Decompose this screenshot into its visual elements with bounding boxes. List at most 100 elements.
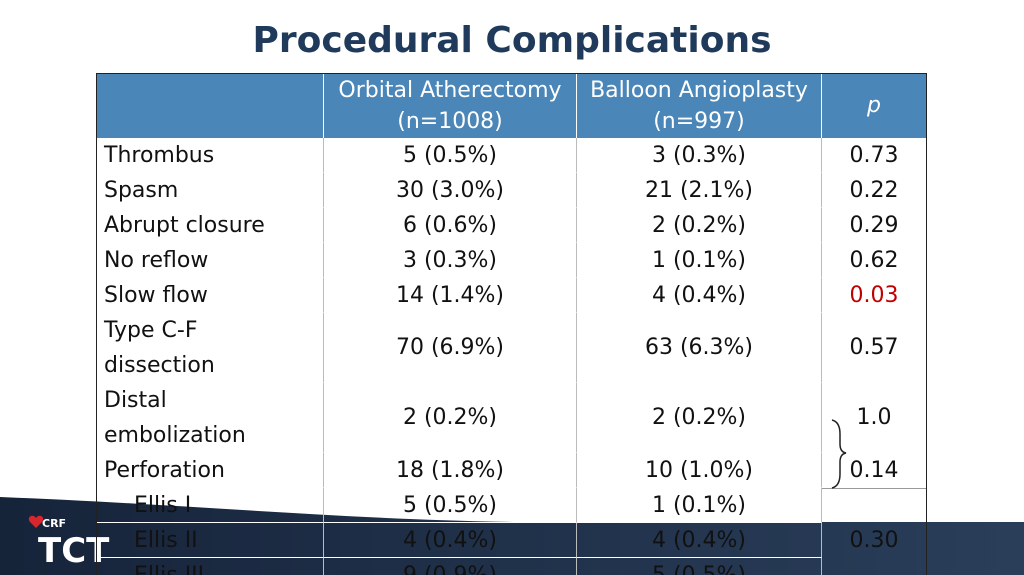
value-cell: 14 (1.4%) <box>324 278 577 313</box>
value-cell: 4 (0.4%) <box>577 523 822 558</box>
value-cell: 2 (0.2%) <box>577 208 822 243</box>
value-cell: 3 (0.3%) <box>577 138 822 173</box>
p-value: 0.73 <box>822 138 927 173</box>
value-cell: 1 (0.1%) <box>577 243 822 278</box>
cell-text: 4 (0.4%) <box>651 282 747 308</box>
value-cell: 1 (0.1%) <box>577 488 822 523</box>
cell-text: Type C-F <box>104 317 198 343</box>
cell-text: dissection <box>104 352 215 378</box>
cell-text: 9 (0.9%) <box>402 562 498 575</box>
cell-text: Abrupt closure <box>104 212 265 238</box>
logo-crf: CRF <box>42 517 66 530</box>
p-value: 0.29 <box>822 208 927 243</box>
value-cell: 63 (6.3%) <box>577 313 822 383</box>
cell-text: 70 (6.9%) <box>395 335 505 360</box>
value-cell: 3 (0.3%) <box>324 243 577 278</box>
cell-text: Slow flow <box>104 282 208 308</box>
logo-tct: TCT <box>38 531 110 571</box>
value-cell: 4 (0.4%) <box>577 278 822 313</box>
header-cell: p <box>822 73 927 138</box>
p-value: 0.03 <box>822 278 927 313</box>
cell-text: 0.73 <box>849 142 899 168</box>
cell-text: 0.22 <box>849 177 899 203</box>
cell-text: 21 (2.1%) <box>644 177 754 203</box>
row-label: Distal embolization <box>96 383 324 453</box>
p-value: 1.0 <box>822 383 927 453</box>
cell-text: 63 (6.3%) <box>644 335 754 360</box>
cell-text: Ellis II <box>134 527 198 553</box>
cell-text: (n=1008) <box>397 108 503 134</box>
value-cell: 2 (0.2%) <box>324 383 577 453</box>
cell-text: Ellis I <box>134 492 192 518</box>
value-cell: 2 (0.2%) <box>577 383 822 453</box>
p-value: 0.14 <box>822 453 927 488</box>
cell-text: 0.14 <box>849 457 899 483</box>
row-label: Spasm <box>96 173 324 208</box>
cell-text: p <box>867 93 881 118</box>
cell-text: 1 (0.1%) <box>651 492 747 518</box>
cell-text: 0.30 <box>849 528 899 553</box>
cell-text: No reflow <box>104 247 209 273</box>
cell-text: 0.03 <box>849 282 899 308</box>
cell-text: 14 (1.4%) <box>395 282 505 308</box>
cell-text: 4 (0.4%) <box>402 527 498 553</box>
cell-text: 2 (0.2%) <box>651 212 747 238</box>
value-cell: 5 (0.5%) <box>324 488 577 523</box>
value-cell: 30 (3.0%) <box>324 173 577 208</box>
value-cell: 9 (0.9%) <box>324 558 577 575</box>
cell-text: Thrombus <box>104 142 215 168</box>
row-label: Ellis II <box>96 523 324 558</box>
cell-text: Perforation <box>104 457 225 483</box>
cell-text: 0.62 <box>849 247 899 273</box>
row-label: Ellis III <box>96 558 324 575</box>
cell-text: Distal <box>104 387 167 413</box>
row-label: No reflow <box>96 243 324 278</box>
value-cell: 18 (1.8%) <box>324 453 577 488</box>
p-value: 0.30 <box>822 488 927 575</box>
cell-text: Spasm <box>104 177 179 203</box>
p-value: 0.62 <box>822 243 927 278</box>
row-label: Thrombus <box>96 138 324 173</box>
cell-text: 2 (0.2%) <box>402 405 498 430</box>
cell-text: 6 (0.6%) <box>402 212 498 238</box>
value-cell: 21 (2.1%) <box>577 173 822 208</box>
cell-text: 2 (0.2%) <box>651 405 747 430</box>
cell-text: (n=997) <box>653 108 745 134</box>
slide-title: Procedural Complications <box>252 20 772 61</box>
cell-text: 5 (0.5%) <box>402 142 498 168</box>
value-cell: 5 (0.5%) <box>324 138 577 173</box>
cell-text: 18 (1.8%) <box>395 457 505 483</box>
value-cell: 4 (0.4%) <box>324 523 577 558</box>
cell-text: 1 (0.1%) <box>651 247 747 273</box>
cell-text: 1.0 <box>856 405 892 430</box>
row-label: Perforation <box>96 453 324 488</box>
cell-text: 5 (0.5%) <box>651 562 747 575</box>
p-value: 0.22 <box>822 173 927 208</box>
cell-text: embolization <box>104 422 246 448</box>
row-label: Type C-F dissection <box>96 313 324 383</box>
row-label: Ellis I <box>96 488 324 523</box>
cell-text: 0.29 <box>849 212 899 238</box>
cell-text: 4 (0.4%) <box>651 527 747 553</box>
value-cell: 70 (6.9%) <box>324 313 577 383</box>
value-cell: 10 (1.0%) <box>577 453 822 488</box>
header-cell: Orbital Atherectomy (n=1008) <box>324 73 577 138</box>
cell-text: 30 (3.0%) <box>395 177 505 203</box>
cell-text: Ellis III <box>134 562 205 575</box>
cell-text: 3 (0.3%) <box>651 142 747 168</box>
cell-text: 0.57 <box>849 335 899 360</box>
header-cell <box>96 73 324 138</box>
p-value: 0.57 <box>822 313 927 383</box>
cell-text: 10 (1.0%) <box>644 457 754 483</box>
cell-text: 5 (0.5%) <box>402 492 498 518</box>
value-cell: 5 (0.5%) <box>577 558 822 575</box>
cell-text: 3 (0.3%) <box>402 247 498 273</box>
value-cell: 6 (0.6%) <box>324 208 577 243</box>
cell-text: Orbital Atherectomy <box>338 77 562 103</box>
header-cell: Balloon Angioplasty (n=997) <box>577 73 822 138</box>
row-label: Abrupt closure <box>96 208 324 243</box>
row-label: Slow flow <box>96 278 324 313</box>
